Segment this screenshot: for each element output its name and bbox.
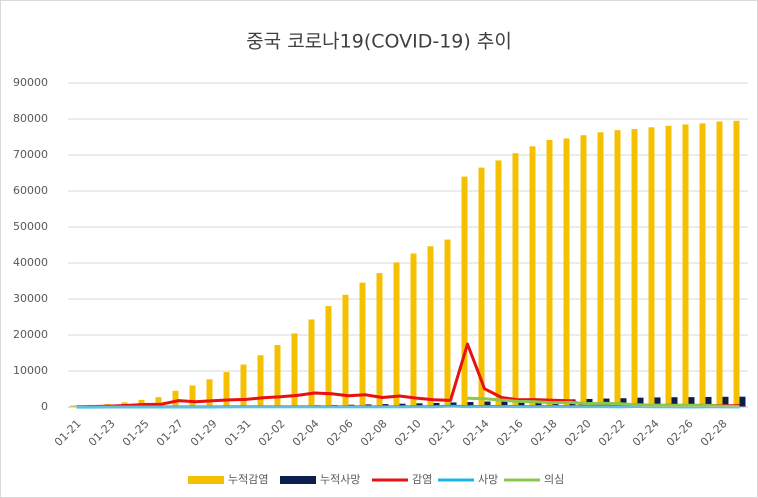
bar (654, 397, 661, 407)
bar (631, 129, 638, 407)
bar (495, 160, 502, 407)
bar (671, 397, 678, 407)
y-tick-label: 10000 (13, 364, 48, 377)
bar (257, 355, 264, 407)
y-tick-label: 70000 (13, 148, 48, 161)
y-tick-label: 20000 (13, 328, 48, 341)
bar (733, 120, 740, 408)
bar (359, 282, 366, 407)
y-tick-label: 60000 (13, 184, 48, 197)
bar (308, 319, 315, 407)
legend-label: 누적사망 (320, 473, 360, 486)
bar (70, 405, 77, 407)
bar (501, 401, 508, 407)
bar (342, 294, 349, 407)
legend-label: 감염 (412, 473, 432, 486)
bar (427, 246, 434, 407)
legend-swatch (280, 476, 316, 484)
bar (597, 132, 604, 407)
bar (223, 372, 230, 407)
chart-title: 중국 코로나19(COVID-19) 추이 (246, 31, 512, 53)
bar (529, 146, 536, 408)
y-tick-label: 40000 (13, 256, 48, 269)
legend-swatch (188, 476, 224, 484)
bar (512, 153, 519, 407)
line (467, 396, 740, 408)
bar (665, 125, 672, 407)
y-tick-label: 90000 (13, 76, 48, 89)
bar (739, 396, 746, 407)
legend-label: 사망 (478, 473, 498, 486)
bar (433, 402, 440, 407)
bar (274, 345, 281, 407)
bar (206, 379, 213, 407)
bar (172, 390, 179, 407)
bar (467, 402, 474, 407)
bar (393, 262, 400, 407)
legend-label: 의심 (544, 473, 564, 486)
bar (240, 364, 247, 407)
bar (478, 167, 485, 407)
bar (484, 401, 491, 407)
bar (688, 397, 695, 407)
bar (410, 253, 417, 407)
bar (699, 123, 706, 407)
bar (189, 385, 196, 407)
bar (444, 239, 451, 407)
y-tick-label: 0 (41, 400, 48, 413)
bar (546, 139, 553, 407)
bar (648, 127, 655, 407)
bar (705, 396, 712, 407)
bar (637, 397, 644, 407)
y-tick-label: 30000 (13, 292, 48, 305)
bar (614, 130, 621, 407)
bar (682, 124, 689, 408)
bar (291, 333, 298, 407)
y-tick-label: 80000 (13, 112, 48, 125)
bar (376, 273, 383, 407)
bar (716, 121, 723, 408)
bar (563, 138, 570, 407)
bar (325, 306, 332, 407)
bar (155, 397, 162, 407)
bar (535, 400, 542, 407)
bar (461, 176, 468, 407)
bar (518, 400, 525, 407)
bar (580, 135, 587, 407)
bar (722, 396, 729, 407)
legend-label: 누적감염 (228, 473, 268, 486)
y-tick-label: 50000 (13, 220, 48, 233)
